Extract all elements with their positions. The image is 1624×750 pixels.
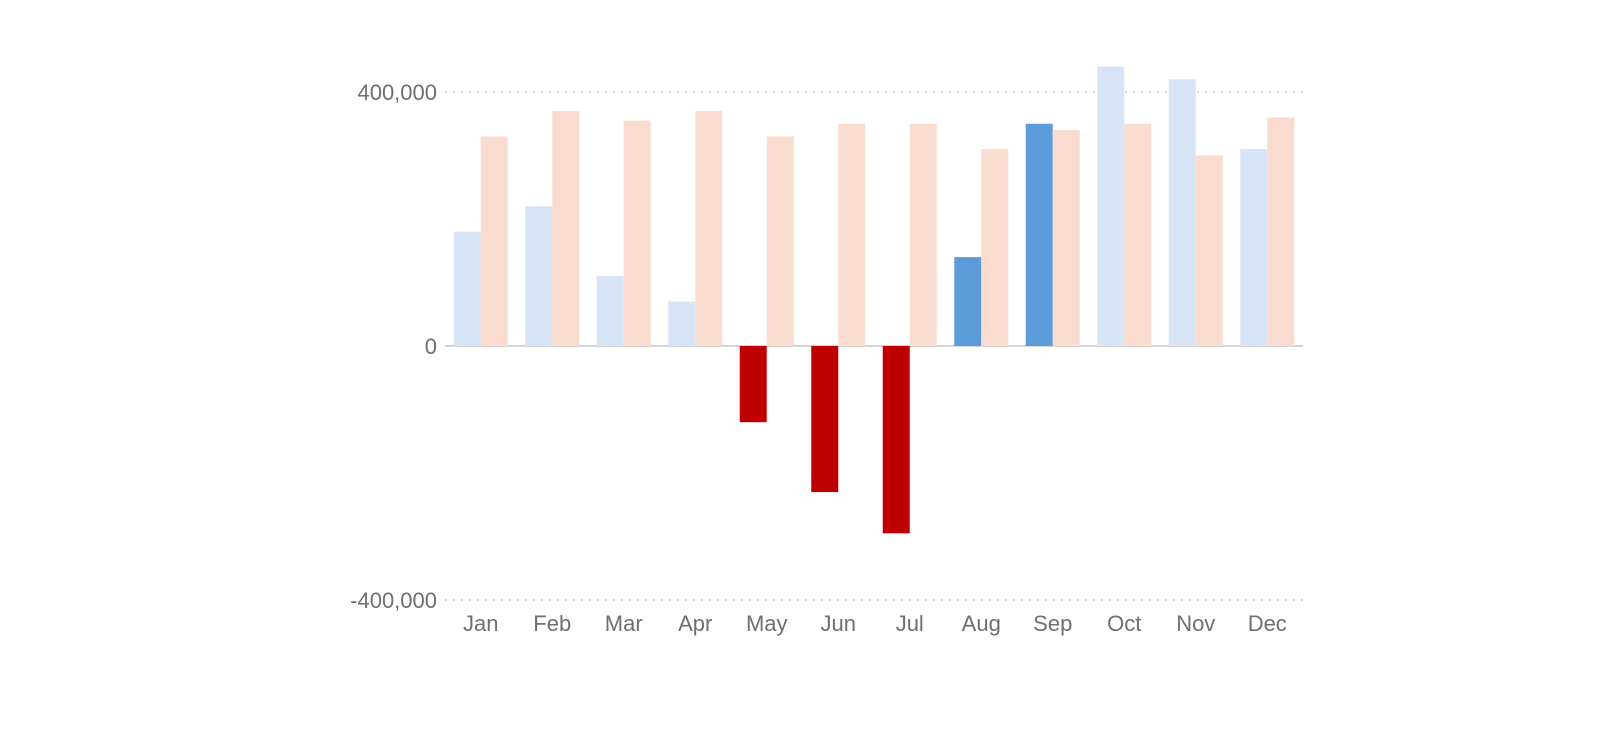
bar-series-2-nov (1195, 155, 1223, 346)
x-tick-label: Aug (962, 611, 1001, 636)
bar-series-2-feb (552, 111, 580, 346)
x-tick-label: Dec (1248, 611, 1287, 636)
x-tick-label: Mar (605, 611, 643, 636)
bar-series-2-may (766, 136, 794, 346)
x-tick-label: Oct (1107, 611, 1141, 636)
bar-series-1-jan (453, 231, 481, 346)
bar-series-2-mar (623, 120, 651, 346)
grid-layer (445, 91, 1303, 601)
bar-series-2-dec (1267, 117, 1295, 347)
bar-series-2-aug (981, 149, 1009, 346)
x-tick-label: Feb (533, 611, 571, 636)
x-tick-label: Nov (1176, 611, 1215, 636)
bar-series-1-apr (668, 301, 696, 346)
bar-series-2-sep (1052, 130, 1080, 346)
bar-series-1-mar (596, 276, 624, 346)
bar-series-2-jun (838, 123, 866, 346)
bar-series-2-oct (1124, 123, 1152, 346)
bar-series-2-jan (480, 136, 508, 346)
bar-series-1-dec (1240, 149, 1268, 346)
y-tick-label: 400,000 (357, 80, 437, 105)
bar-series-1-may (739, 346, 767, 423)
bar-series-1-jun (811, 346, 839, 493)
x-tick-label: Jan (463, 611, 498, 636)
x-tick-label: Jun (821, 611, 856, 636)
bar-series-2-jul (909, 123, 937, 346)
x-tick-label: Sep (1033, 611, 1072, 636)
bar-series-1-nov (1168, 79, 1196, 347)
bar-series-1-jul (882, 346, 910, 534)
y-tick-label: 0 (425, 334, 437, 359)
x-tick-label: May (746, 611, 788, 636)
x-tick-label: Jul (896, 611, 924, 636)
bar-series-1-aug (954, 257, 982, 346)
x-tick-label: Apr (678, 611, 712, 636)
y-tick-label: -400,000 (350, 588, 437, 613)
bar-series-1-oct (1097, 66, 1125, 346)
bar-series-1-feb (525, 206, 553, 346)
bar-series-1-sep (1025, 123, 1053, 346)
axis-layer: 400,000 0 -400,000 Jan Feb Mar Apr May Jun Jul Aug… (350, 80, 1287, 636)
bar-series-2-apr (695, 111, 723, 346)
bars-layer (453, 66, 1295, 534)
